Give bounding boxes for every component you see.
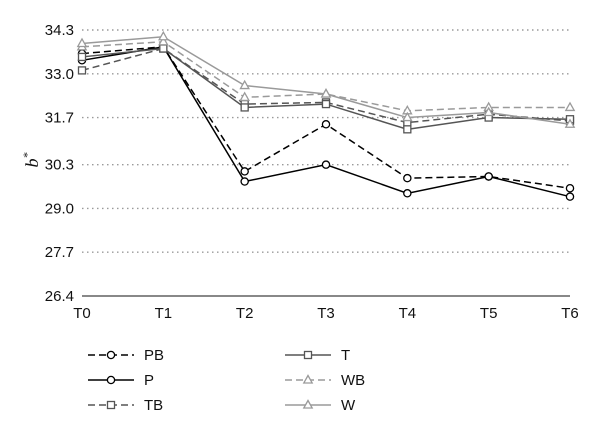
y-axis-label: b* [20,153,42,168]
data-point [158,30,169,41]
y-tick-label: 26.4 [45,288,74,305]
data-point [320,88,332,98]
data-point [321,120,331,129]
data-point [483,106,494,117]
data-point [402,111,413,122]
x-tick-label: T4 [399,305,417,322]
data-point [564,118,576,128]
data-point [321,99,331,109]
y-tick-label: 29.0 [45,200,74,217]
data-point [239,79,250,90]
data-point [77,52,87,62]
data-point [321,160,331,169]
series-w [76,30,576,128]
legend-label: WB [341,372,365,389]
data-point [158,35,169,46]
data-point [484,172,493,181]
legend-item-p: P [88,372,154,389]
legend-item-tb: TB [88,397,163,414]
x-tick-label: T2 [236,305,254,322]
y-tick-label: 33.0 [45,66,74,83]
data-point [403,189,412,198]
x-tick-label: T5 [480,305,498,322]
data-point [565,192,575,201]
legend-item-pb: PB [88,347,164,364]
data-point [403,173,412,183]
x-tick-label: T1 [155,305,173,322]
data-point [302,374,314,384]
legend-label: PB [144,347,164,364]
data-point [302,399,314,409]
legend-item-w: W [285,397,356,414]
legend-label: P [144,372,154,389]
data-point [403,125,412,134]
series-line [81,47,571,124]
data-point [240,177,249,186]
data-point [240,103,249,112]
data-point [239,91,250,101]
data-point [77,66,87,75]
data-point [159,44,168,53]
legend-item-t: T [285,347,350,364]
y-tick-label: 27.7 [45,244,74,261]
legend-item-wb: WB [285,372,365,389]
x-tick-label: T0 [73,305,91,322]
data-point [240,167,249,176]
legend-label: TB [144,397,163,414]
y-tick-label: 31.7 [45,110,74,127]
data-point [303,350,313,360]
y-tick-label: 30.3 [45,157,74,174]
data-point [565,184,575,193]
legend-label: T [341,347,350,364]
data-point [106,350,116,360]
data-point [564,101,576,112]
x-tick-label: T6 [561,305,579,322]
legend-label: W [341,397,356,414]
data-point [106,375,116,385]
data-point [106,400,116,410]
x-tick-label: T3 [317,305,335,322]
y-tick-label: 34.3 [45,22,74,39]
data-point [76,37,88,48]
